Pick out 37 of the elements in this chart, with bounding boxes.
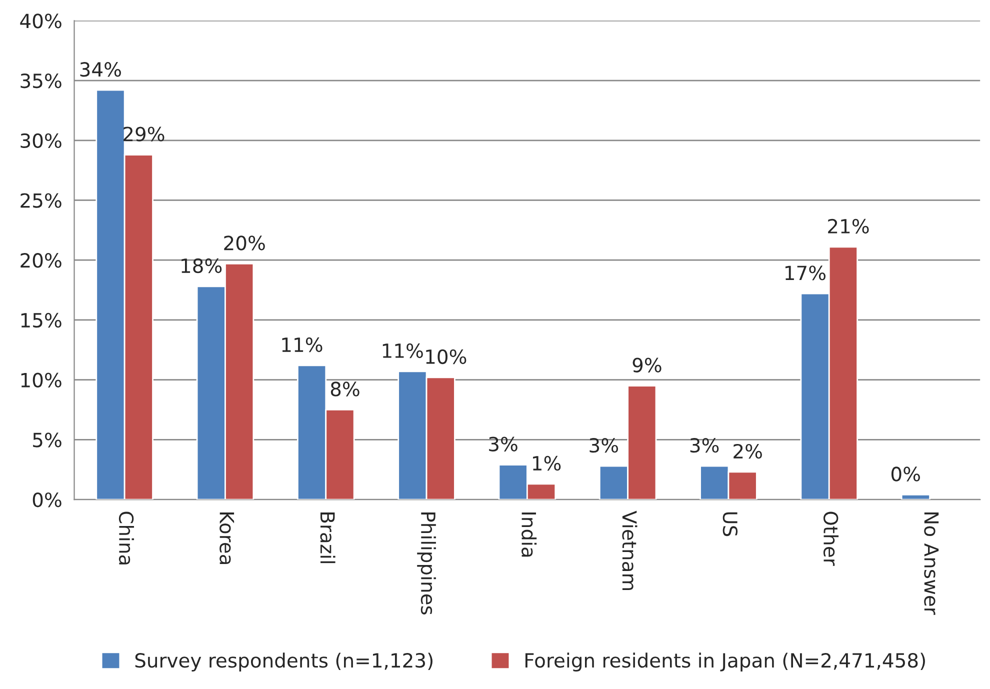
x-tick-label: Vietnam bbox=[622, 510, 638, 590]
data-label: 9% bbox=[632, 358, 662, 372]
y-tick-label: 30% bbox=[20, 133, 62, 148]
x-tick-label: China bbox=[118, 512, 134, 564]
x-tick-label: Other bbox=[823, 512, 839, 566]
y-tick-label: 0% bbox=[32, 492, 62, 508]
x-tick-label: Philippines bbox=[417, 512, 436, 614]
y-tick-label: 25% bbox=[20, 193, 62, 208]
data-label: 3% bbox=[590, 438, 618, 453]
data-label: 0% bbox=[891, 466, 920, 482]
y-tick-label: 35% bbox=[20, 73, 62, 88]
bar bbox=[900, 494, 930, 500]
x-tick-label: Korea bbox=[220, 512, 234, 564]
data-label: 20% bbox=[224, 236, 265, 250]
x-tick-label: US bbox=[722, 512, 738, 536]
data-label: 11% bbox=[382, 343, 423, 358]
y-tick-label: 20% bbox=[20, 253, 62, 268]
legend-label: Survey respondents (n=1,123) bbox=[135, 652, 432, 672]
y-tick-label: 40% bbox=[20, 14, 62, 28]
data-label: 17% bbox=[785, 266, 826, 280]
data-label: 10% bbox=[426, 349, 466, 364]
y-tick-label: 10% bbox=[21, 372, 62, 388]
x-tick-label: India bbox=[522, 512, 537, 557]
data-label: 8% bbox=[330, 382, 360, 396]
data-label: 21% bbox=[828, 218, 869, 234]
data-label: 3% bbox=[690, 438, 719, 453]
data-label: 18% bbox=[182, 258, 222, 274]
legend-label: Foreign residents in Japan (N=2,471,458) bbox=[525, 652, 925, 672]
x-tick-label: No Answer bbox=[924, 512, 939, 615]
data-label: 2% bbox=[734, 444, 762, 459]
data-label: 3% bbox=[489, 436, 518, 452]
data-label: 34% bbox=[80, 62, 121, 77]
y-tick-label: 5% bbox=[33, 432, 62, 448]
data-label: 1% bbox=[533, 456, 561, 471]
data-label: 11% bbox=[282, 337, 322, 352]
x-tick-label: Brazil bbox=[320, 512, 336, 564]
y-tick-label: 15% bbox=[21, 312, 62, 328]
